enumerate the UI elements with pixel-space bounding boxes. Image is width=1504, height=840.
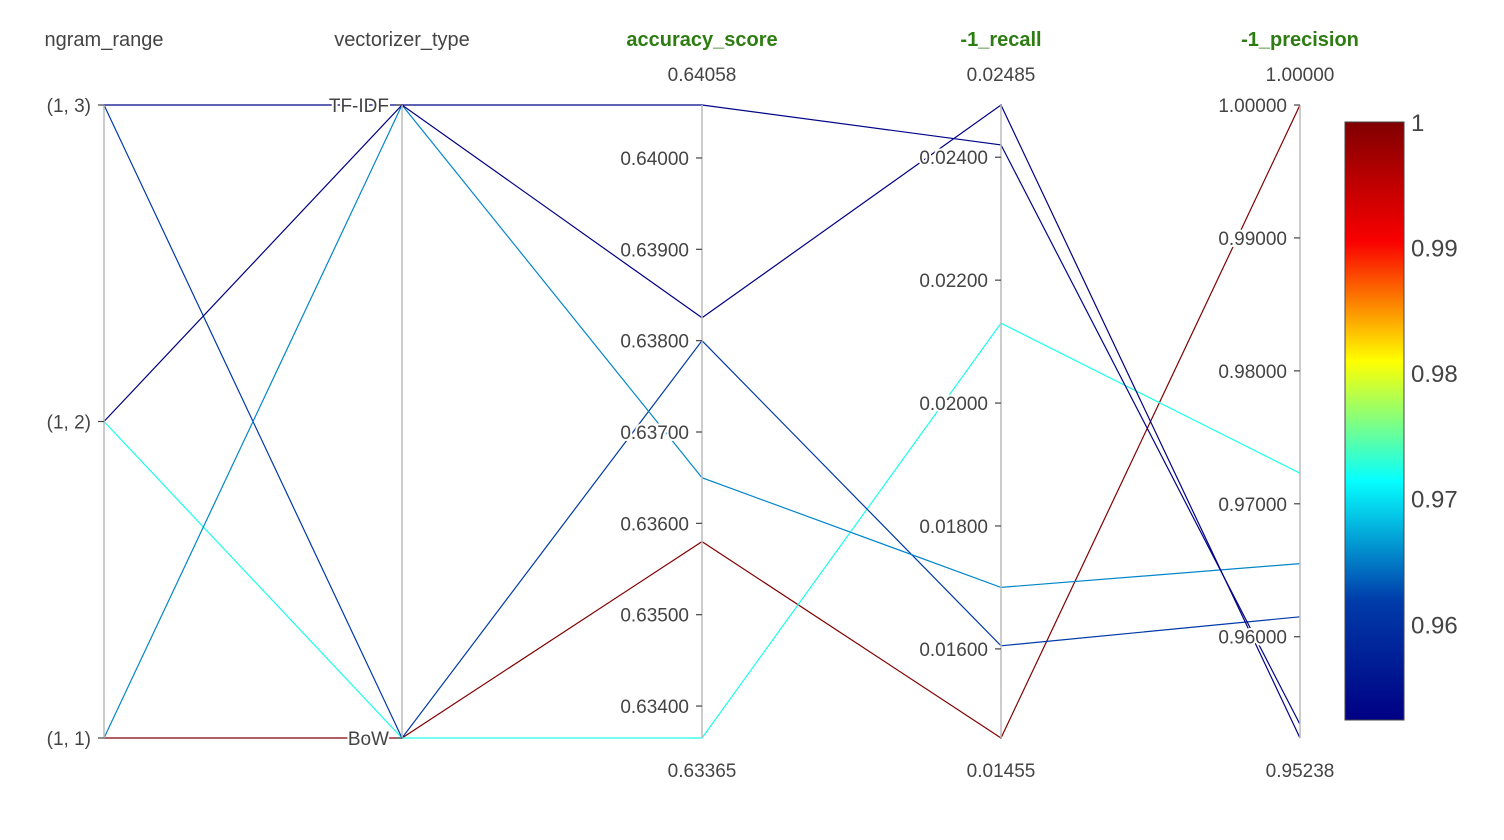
axis-1[interactable]: ngram_range (1, 1) (1, 2) (1, 3) bbox=[45, 29, 164, 752]
axis-2[interactable]: vectorizer_type BoW TF-IDF bbox=[327, 29, 470, 752]
tick-label: 0.63600 bbox=[620, 514, 689, 535]
tick-label: 1.00000 bbox=[1218, 96, 1287, 117]
colorbar-tick-label: 0.97 bbox=[1411, 487, 1458, 514]
tick-label: (1, 1) bbox=[47, 729, 91, 750]
colorbar-tick-label: 1 bbox=[1411, 110, 1424, 137]
colorbar-tick-label: 0.96 bbox=[1411, 612, 1458, 639]
axis-title: -1_recall bbox=[960, 29, 1041, 51]
tick-label: 0.02000 bbox=[919, 394, 988, 415]
axis-title: accuracy_score bbox=[626, 29, 777, 51]
range-max-label: 1.00000 bbox=[1266, 65, 1335, 86]
tick-label: 0.64000 bbox=[620, 149, 689, 170]
tick-label: 0.96000 bbox=[1218, 628, 1287, 649]
tick-label: (1, 3) bbox=[47, 96, 91, 117]
tick-label: 0.99000 bbox=[1218, 229, 1287, 250]
tick-label: 0.63700 bbox=[620, 423, 689, 444]
tick-label: 0.97000 bbox=[1218, 495, 1287, 516]
colorbar-tick-label: 0.99 bbox=[1411, 236, 1458, 263]
tick-label: 0.02200 bbox=[919, 271, 988, 292]
axis-title: vectorizer_type bbox=[334, 29, 470, 51]
axis-title: ngram_range bbox=[45, 29, 164, 51]
range-max-label: 0.64058 bbox=[668, 65, 737, 86]
tick-label: TF-IDF bbox=[329, 96, 389, 117]
colorbar-tick-label: 0.98 bbox=[1411, 361, 1458, 388]
colorbar: 0.96 0.97 0.98 0.99 1 bbox=[1344, 110, 1458, 721]
axis-title: -1_precision bbox=[1241, 29, 1359, 51]
tick-label: 0.01600 bbox=[919, 640, 988, 661]
range-min-label: 0.63365 bbox=[668, 761, 737, 782]
axis-3[interactable]: accuracy_score 0.64058 0.63365 0.63400 0.635… bbox=[618, 29, 777, 782]
tick-label: 0.02400 bbox=[919, 148, 988, 169]
tick-label: 0.63500 bbox=[620, 606, 689, 627]
colorbar-gradient bbox=[1344, 121, 1405, 721]
tick-label: 0.63900 bbox=[620, 240, 689, 261]
range-min-label: 0.95238 bbox=[1266, 761, 1335, 782]
range-min-label: 0.01455 bbox=[967, 761, 1036, 782]
axis-5[interactable]: -1_precision 1.00000 0.95238 0.96000 0.97000… bbox=[1216, 29, 1359, 782]
axes: ngram_range (1, 1) (1, 2) (1, 3) vectorizer_… bbox=[45, 29, 1359, 782]
tick-label: BoW bbox=[348, 729, 389, 750]
tick-label: 0.98000 bbox=[1218, 362, 1287, 383]
axis-4[interactable]: -1_recall 0.02485 0.01455 0.01600 0.01800 0.0… bbox=[917, 29, 1041, 782]
tick-label: (1, 2) bbox=[47, 413, 91, 434]
tick-label: 0.63800 bbox=[620, 332, 689, 353]
tick-label: 0.63400 bbox=[620, 697, 689, 718]
tick-label: 0.01800 bbox=[919, 517, 988, 538]
range-max-label: 0.02485 bbox=[967, 65, 1036, 86]
